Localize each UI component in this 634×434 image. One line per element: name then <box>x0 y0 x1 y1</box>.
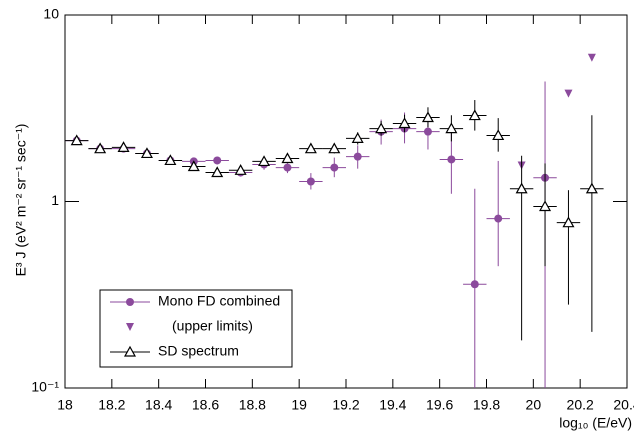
y-axis-label: E³ J (eV² m⁻² sr⁻¹ sec⁻¹) <box>13 124 29 277</box>
point <box>330 163 339 172</box>
x-tick-label: 18.2 <box>98 397 125 413</box>
upper-limit <box>564 89 573 98</box>
x-tick-label: 19.2 <box>332 397 359 413</box>
point <box>423 127 432 136</box>
x-tick-label: 20.4 <box>613 397 634 413</box>
point <box>470 280 479 289</box>
point <box>304 142 317 154</box>
point <box>351 132 364 143</box>
x-tick-label: 20 <box>526 397 542 413</box>
point <box>328 142 341 154</box>
x-tick-label: 18.8 <box>239 397 266 413</box>
legend-label: SD spectrum <box>158 343 239 359</box>
point <box>585 182 598 194</box>
point <box>421 111 434 123</box>
x-tick-label: 18.4 <box>145 397 172 413</box>
x-tick-label: 18 <box>57 397 73 413</box>
x-tick-label: 19.8 <box>473 397 500 413</box>
point <box>94 142 107 154</box>
point <box>492 129 505 141</box>
x-tick-label: 19.6 <box>426 397 453 413</box>
point <box>515 182 528 194</box>
point <box>70 134 83 146</box>
point <box>494 214 503 223</box>
point <box>375 122 388 134</box>
x-tick-label: 19.4 <box>379 397 406 413</box>
point <box>353 152 362 161</box>
point <box>234 164 247 175</box>
point <box>117 141 130 153</box>
legend-label: (upper limits) <box>172 318 253 334</box>
point <box>398 117 411 129</box>
point <box>468 109 481 121</box>
point <box>211 166 224 178</box>
point <box>445 122 458 134</box>
point <box>164 154 177 166</box>
upper-limit <box>587 53 596 62</box>
x-tick-label: 18.6 <box>192 397 219 413</box>
point <box>281 152 294 164</box>
x-tick-label: 19 <box>291 397 307 413</box>
x-axis-label: log₁₀ (E/eV) <box>559 415 632 431</box>
point <box>187 160 200 172</box>
legend-marker <box>126 298 134 306</box>
y-tick-label: 10 <box>43 6 59 22</box>
point <box>306 177 315 186</box>
point <box>258 155 271 167</box>
point <box>562 216 575 228</box>
point <box>539 200 552 212</box>
legend-label: Mono FD combined <box>158 293 280 309</box>
legend-marker <box>126 323 134 331</box>
plot-area <box>65 53 604 388</box>
y-tick-label: 10⁻¹ <box>31 379 59 395</box>
point <box>283 163 292 172</box>
legend-marker <box>123 345 137 357</box>
point <box>213 156 222 165</box>
point <box>447 155 456 164</box>
y-tick-label: 1 <box>51 192 59 208</box>
x-tick-label: 20.2 <box>567 397 594 413</box>
point <box>140 147 153 159</box>
